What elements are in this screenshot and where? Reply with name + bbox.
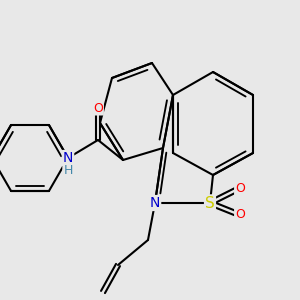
Text: O: O [235,182,245,194]
Text: O: O [93,101,103,115]
Text: H: H [63,164,73,176]
Text: S: S [205,196,215,211]
Text: O: O [235,208,245,221]
Text: N: N [63,151,73,165]
Text: N: N [150,196,160,210]
